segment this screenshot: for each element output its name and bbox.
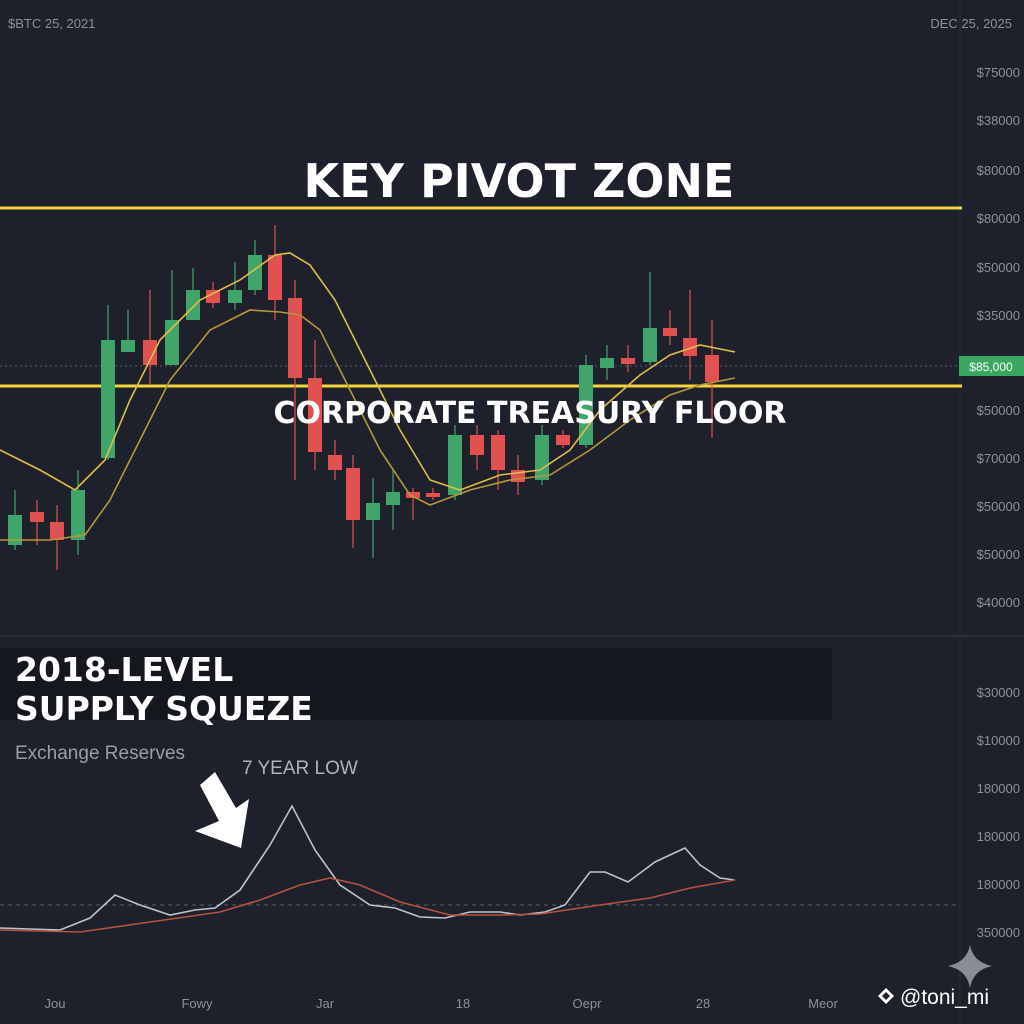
candle-body — [535, 435, 549, 480]
x-axis-label: Meor — [808, 996, 838, 1011]
pivot-title: KEY PIVOT ZONE — [304, 154, 735, 208]
price-axis-label: $50000 — [977, 499, 1020, 514]
reserve-axis-label: $10000 — [977, 733, 1020, 748]
x-axis-label: Fowy — [181, 996, 213, 1011]
panel-title-line: SUPPLY SQUEZE — [15, 689, 313, 728]
reserve-axis-label: 180000 — [977, 781, 1020, 796]
x-axis-label: 28 — [696, 996, 710, 1011]
moving-average-fast — [0, 252, 736, 491]
candle-body — [643, 328, 657, 362]
candle-body — [268, 255, 282, 300]
panel-subtitle: Exchange Reserves — [15, 743, 185, 764]
candle-body — [206, 290, 220, 303]
candle-body — [248, 255, 262, 290]
price-axis-label: $38000 — [977, 113, 1020, 128]
price-axis-label: $70000 — [977, 451, 1020, 466]
candle-body — [426, 493, 440, 497]
price-axis-label: $50000 — [977, 260, 1020, 275]
price-axis-label: $50000 — [977, 547, 1020, 562]
reserve-axis-label: 180000 — [977, 877, 1020, 892]
watermark: @toni_mi — [900, 986, 989, 1009]
arrow — [195, 772, 249, 848]
price-tag-bg — [959, 356, 1024, 376]
candle-body — [121, 340, 135, 352]
candle-body — [8, 515, 22, 545]
candle-body — [346, 468, 360, 520]
candle-body — [491, 435, 505, 470]
candle-body — [663, 328, 677, 336]
floor-title: CORPORATE TREASURY FLOOR — [273, 396, 786, 431]
x-axis-label: 18 — [456, 996, 470, 1011]
left-date: $BTC 25, 2021 — [8, 16, 95, 31]
panel-title-line: 2018-LEVEL — [15, 650, 233, 689]
price-axis-label: $80000 — [977, 211, 1020, 226]
price-axis-label: $80000 — [977, 163, 1020, 178]
reserves-average — [0, 877, 736, 933]
candle-body — [705, 355, 719, 382]
candle-body — [600, 358, 614, 368]
moving-average-slow — [0, 309, 736, 541]
sparkle-icon — [948, 945, 992, 988]
candle-body — [143, 340, 157, 365]
candle-body — [556, 435, 570, 445]
reserve-axis-label: $30000 — [977, 685, 1020, 700]
x-axis-label: Jar — [316, 996, 335, 1011]
price-axis-label: $50000 — [977, 403, 1020, 418]
candle-body — [101, 340, 115, 458]
callout: 7 YEAR LOW — [242, 758, 358, 779]
candle-body — [448, 435, 462, 495]
price-axis-label: $75000 — [977, 65, 1020, 80]
price-axis-label: $40000 — [977, 595, 1020, 610]
candle-body — [30, 512, 44, 522]
candle-body — [71, 490, 85, 540]
candle-body — [308, 378, 322, 452]
reserve-axis-label: 350000 — [977, 925, 1020, 940]
candle-body — [186, 290, 200, 320]
panel-box — [0, 648, 832, 720]
candle-body — [228, 290, 242, 303]
x-axis-label: Jou — [45, 996, 66, 1011]
reserve-axis-label: 180000 — [977, 829, 1020, 844]
candle-body — [50, 522, 64, 540]
logo-icon — [878, 988, 894, 1004]
candle-body — [406, 492, 420, 498]
x-axis-label: Oepr — [573, 996, 603, 1011]
price-tag: $85,000 — [969, 360, 1013, 374]
candle-body — [683, 338, 697, 356]
candle-body — [621, 358, 635, 364]
candle-body — [288, 298, 302, 378]
right-date: DEC 25, 2025 — [930, 16, 1012, 31]
candle-body — [366, 503, 380, 520]
candle-body — [165, 320, 179, 365]
candle-body — [386, 492, 400, 505]
candle-body — [328, 455, 342, 470]
price-axis-label: $35000 — [977, 308, 1020, 323]
candle-body — [470, 435, 484, 455]
reserves-line — [0, 804, 736, 931]
